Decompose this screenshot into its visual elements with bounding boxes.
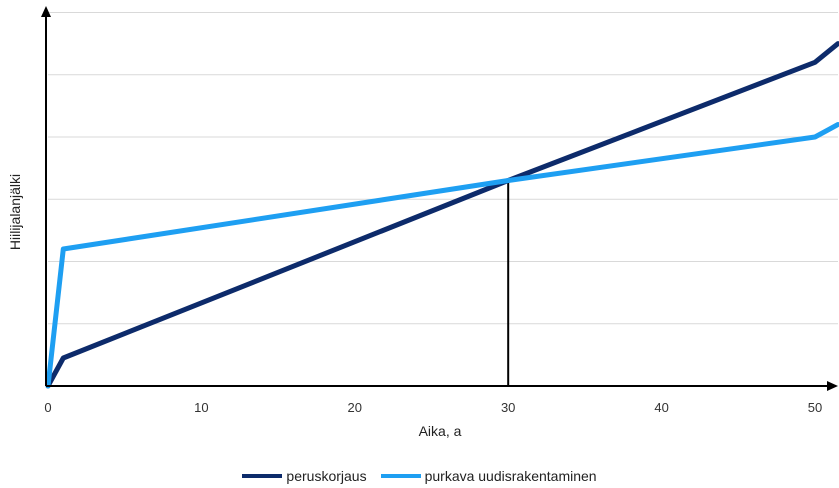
- legend-item-peruskorjaus: peruskorjaus: [242, 468, 367, 484]
- legend: peruskorjaus purkava uudisrakentaminen: [0, 464, 839, 488]
- y-axis-title: Hiilijalanjälki: [7, 174, 23, 250]
- legend-swatch-purkava-uudisrakentaminen: [380, 474, 421, 478]
- line-chart: 0 10 20 30 40 50 Aika, a Hiilijalanjälki: [7, 6, 839, 439]
- x-axis-title: Aika, a: [419, 423, 462, 439]
- x-tick-labels: 0 10 20 30 40 50: [44, 400, 822, 415]
- y-axis-arrow: [41, 6, 51, 17]
- series-layer: [45, 41, 839, 389]
- x-tick-label-40: 40: [654, 400, 668, 415]
- legend-label-purkava-uudisrakentaminen: purkava uudisrakentaminen: [424, 468, 597, 484]
- grid-lines: [48, 11, 838, 325]
- series-line-peruskorjaus: [45, 41, 839, 389]
- axes: [41, 6, 838, 391]
- legend-swatch-peruskorjaus: [242, 474, 283, 478]
- x-tick-label-50: 50: [808, 400, 822, 415]
- x-tick-label-20: 20: [348, 400, 362, 415]
- legend-item-purkava-uudisrakentaminen: purkava uudisrakentaminen: [380, 468, 597, 484]
- x-tick-label-30: 30: [501, 400, 515, 415]
- legend-label-peruskorjaus: peruskorjaus: [286, 468, 367, 484]
- x-tick-label-10: 10: [194, 400, 208, 415]
- series-line-purkava-uudisrakentaminen: [45, 122, 839, 389]
- x-axis-arrow: [827, 381, 838, 391]
- x-tick-label-0: 0: [44, 400, 51, 415]
